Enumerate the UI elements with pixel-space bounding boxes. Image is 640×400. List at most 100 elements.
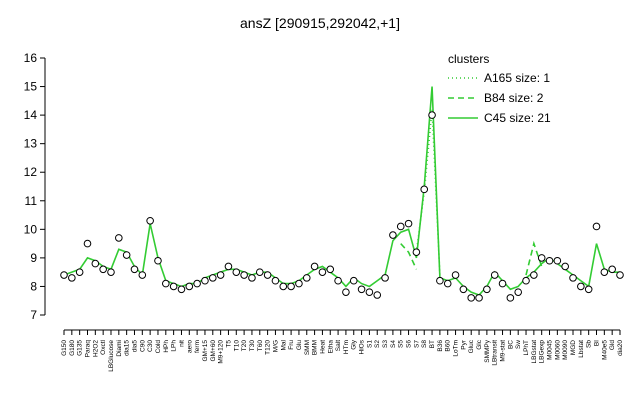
x-tick-label: B36 [437, 340, 444, 352]
point [208, 274, 217, 282]
point [279, 282, 288, 291]
y-tick-label: 11 [25, 194, 38, 208]
point [263, 271, 272, 279]
x-tick-label: nit [178, 340, 185, 347]
x-tick-label: B60 [445, 340, 452, 352]
point [75, 268, 84, 276]
x-tick-label: S4 [390, 340, 397, 348]
x-tick-label: Oxctl [100, 339, 107, 354]
x-tick-label: C90 [139, 340, 146, 352]
x-tick-label: M0045 [547, 340, 554, 360]
y-tick-label: 15 [24, 80, 38, 94]
point [193, 279, 201, 288]
point [514, 288, 522, 296]
x-tick-label: Glc [476, 339, 483, 350]
point [326, 265, 335, 274]
series-line [400, 243, 418, 270]
x-tick-label: LBGexp [539, 340, 546, 364]
x-tick-label: Sw [515, 340, 522, 349]
y-tick-label: 10 [24, 222, 38, 236]
point [302, 274, 311, 282]
x-tick-label: S3 [382, 340, 389, 348]
x-tick-label: Heat [319, 340, 326, 354]
x-tick-label: C30 [147, 340, 154, 352]
point [428, 111, 436, 119]
x-tick-label: dia15 [124, 340, 131, 356]
point [467, 294, 476, 302]
point [490, 271, 499, 279]
legend-label: B84 size: 2 [484, 91, 544, 105]
point [349, 276, 358, 285]
point [561, 262, 569, 271]
x-tick-label: Gld [609, 340, 616, 351]
point [130, 265, 139, 274]
x-tick-label: T5 [225, 340, 232, 348]
legend-label: C45 size: 21 [484, 111, 551, 125]
point [553, 256, 562, 265]
point [310, 262, 319, 271]
point [396, 222, 405, 231]
x-tick-label: SMM [304, 340, 311, 355]
point [177, 285, 186, 294]
x-tick-label: HiOs [359, 339, 366, 354]
x-tick-label: S8 [421, 340, 428, 348]
point [459, 285, 468, 294]
point [342, 288, 350, 296]
x-tick-label: dia20 [617, 340, 624, 356]
x-tick-label: M0060 [554, 340, 561, 360]
x-tick-label: LoTm [453, 340, 460, 357]
point [569, 274, 577, 282]
x-tick-label: HPh [163, 340, 170, 353]
point [162, 279, 170, 288]
point [68, 274, 76, 282]
point [537, 254, 546, 262]
point [420, 185, 429, 194]
x-tick-label: T20 [241, 340, 248, 352]
point [248, 274, 256, 282]
x-tick-label: LBGstat [531, 340, 538, 364]
point [99, 265, 107, 274]
y-tick-label: 9 [30, 251, 37, 265]
x-tick-label: GM+60 [210, 340, 217, 362]
point [373, 291, 382, 299]
x-tick-label: MGD [570, 340, 577, 355]
point [318, 268, 327, 276]
point [240, 271, 248, 279]
x-tick-label: aero [186, 340, 193, 353]
x-tick-label: BC [507, 340, 514, 349]
point [545, 256, 554, 265]
x-tick-label: M0090 [562, 340, 569, 360]
point [232, 268, 241, 276]
x-tick-label: Glu [296, 340, 303, 351]
point [404, 219, 413, 228]
point [91, 259, 100, 268]
x-tick-label: T10 [233, 340, 240, 352]
point [357, 285, 366, 294]
y-tick-label: 7 [30, 308, 37, 322]
point [475, 294, 483, 302]
x-tick-label: LPh [171, 340, 178, 352]
point [506, 294, 515, 302]
x-tick-label: LBGlucose [108, 340, 115, 372]
x-tick-label: S1 [366, 340, 373, 348]
x-tick-label: LBtransit [492, 340, 499, 366]
x-tick-label: S2 [374, 340, 381, 348]
point [451, 271, 460, 279]
point [224, 262, 233, 271]
legend-label: A165 size: 1 [484, 71, 550, 85]
point [122, 251, 131, 259]
x-tick-label: GM+15 [202, 340, 209, 362]
x-tick-label: BMM [312, 340, 319, 355]
series-line [63, 86, 620, 296]
y-tick-label: 8 [30, 279, 37, 293]
x-tick-label: M40e5 [601, 340, 608, 360]
x-tick-label: Fru [288, 340, 295, 350]
point [522, 276, 530, 285]
series-line [525, 240, 543, 276]
point [389, 231, 397, 239]
point [107, 268, 115, 276]
legend-title: clusters [448, 52, 489, 66]
point [201, 276, 209, 285]
point [115, 234, 123, 242]
x-tick-label: T120 [265, 340, 272, 355]
